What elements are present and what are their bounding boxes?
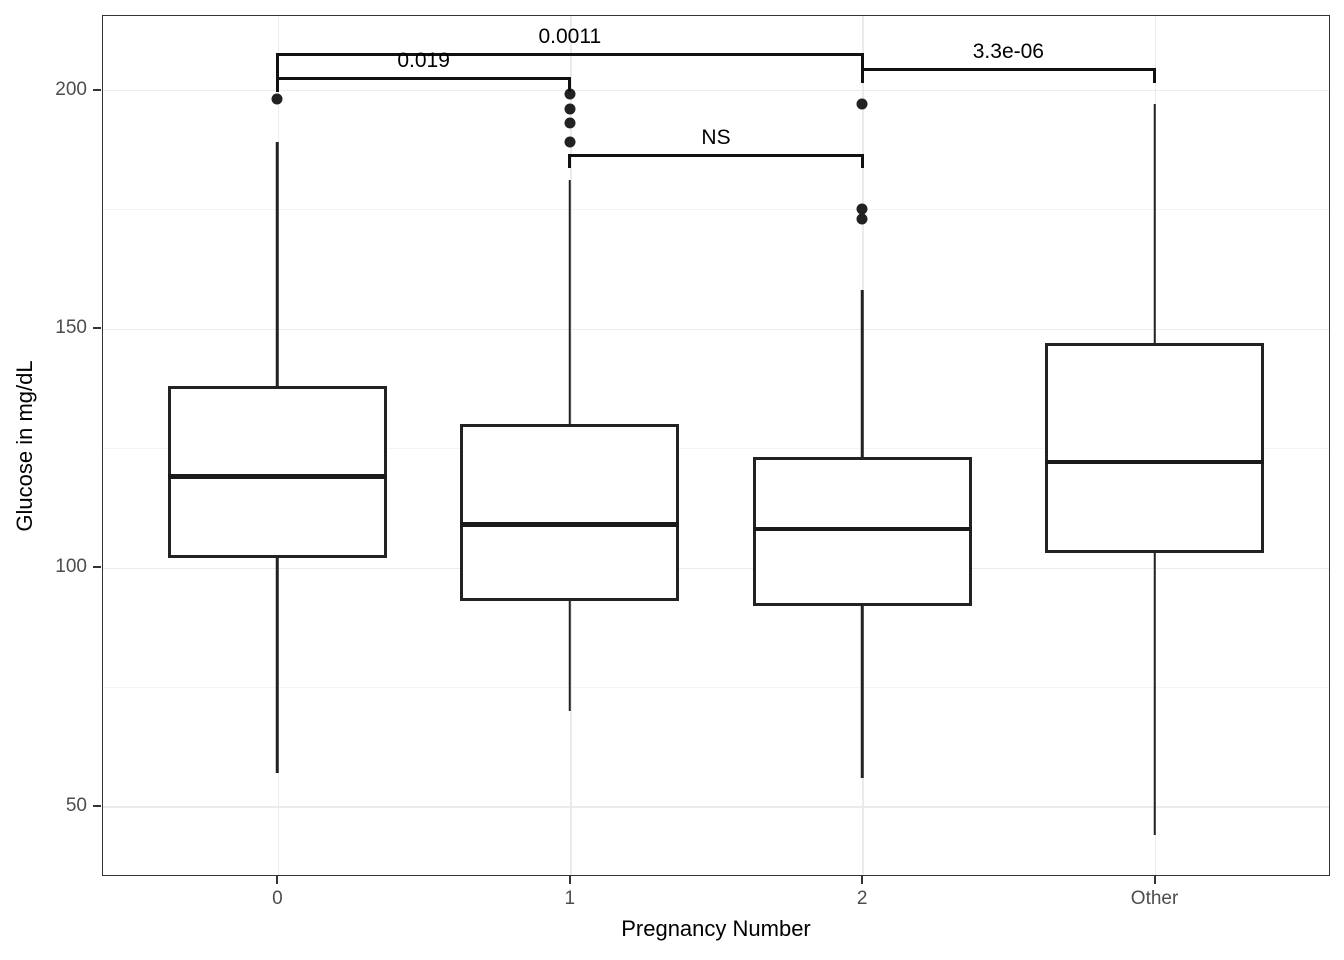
- outlier-dot-1-3: [564, 136, 576, 148]
- outlier-dot-2-1: [856, 203, 868, 215]
- outlier-dot-2-0: [856, 98, 868, 110]
- outlier-dot-1-2: [564, 117, 576, 129]
- outlier-dot-2-2: [856, 213, 868, 225]
- y-gridline-major-150: [103, 328, 1329, 331]
- box-0: [167, 385, 388, 558]
- x-tick-label-2: 2: [856, 888, 868, 909]
- box-2: [752, 457, 972, 606]
- y-axis-title: Glucose in mg/dL: [12, 359, 37, 532]
- y-tick-100: [93, 566, 101, 569]
- significance-bracket-NS: [568, 154, 864, 158]
- median-Other: [1044, 459, 1265, 465]
- whisker-lower-2: [860, 605, 864, 778]
- whisker-upper-0: [276, 142, 279, 386]
- x-tick-1: [568, 876, 571, 884]
- y-tick-200: [93, 88, 101, 91]
- y-gridline-major-50: [103, 806, 1329, 808]
- y-tick-label-150: 150: [55, 317, 87, 339]
- x-tick-label-0: 0: [272, 888, 283, 909]
- whisker-lower-1: [568, 600, 572, 711]
- outlier-dot-1-0: [564, 88, 576, 100]
- whisker-lower-Other: [1153, 553, 1156, 835]
- whisker-upper-Other: [1153, 103, 1156, 343]
- x-tick-2: [861, 876, 864, 884]
- box-Other: [1044, 342, 1265, 553]
- bracket-label-0: 0.019: [397, 49, 450, 73]
- bracket-tick-NS-a: [568, 154, 572, 169]
- whisker-lower-0: [276, 557, 279, 773]
- outlier-dot-0-0: [271, 93, 283, 105]
- x-tick-label-1: 1: [564, 888, 576, 909]
- bracket-tick-3.3e-06-b: [1153, 68, 1157, 83]
- y-tick-50: [93, 805, 101, 808]
- bracket-tick-0.0011-b: [860, 53, 864, 82]
- bracket-tick-NS-b: [860, 154, 864, 169]
- bracket-label-3: 3.3e-06: [972, 40, 1044, 64]
- box-1: [460, 423, 680, 601]
- bracket-label-2: NS: [701, 126, 731, 150]
- bracket-tick-0.0011-a: [275, 53, 279, 82]
- y-tick-label-200: 200: [55, 78, 87, 100]
- bracket-label-1: 0.0011: [538, 25, 602, 49]
- y-gridline-major-100: [103, 567, 1329, 570]
- outlier-dot-1-1: [564, 103, 576, 115]
- x-tick-Other: [1153, 876, 1156, 884]
- y-tick-150: [93, 327, 101, 330]
- y-gridline-major-200: [103, 89, 1329, 92]
- significance-bracket-0.0011: [275, 53, 864, 57]
- median-1: [460, 522, 680, 527]
- bracket-tick-0.019-b: [568, 77, 572, 92]
- y-gridline-minor-175: [103, 209, 1329, 211]
- bracket-tick-0.019-a: [275, 77, 279, 92]
- x-axis-title: Pregnancy Number: [621, 916, 811, 941]
- bracket-tick-3.3e-06-a: [860, 68, 864, 83]
- y-gridline-minor-75: [103, 687, 1329, 689]
- y-gridline-minor-125: [103, 448, 1329, 450]
- whisker-upper-2: [860, 290, 864, 458]
- whisker-upper-1: [568, 180, 572, 424]
- x-tick-0: [276, 876, 279, 884]
- median-0: [167, 474, 388, 479]
- y-tick-label-100: 100: [55, 556, 87, 578]
- x-tick-label-Other: Other: [1130, 888, 1179, 909]
- median-2: [752, 526, 972, 532]
- significance-bracket-3.3e-06: [860, 68, 1157, 72]
- significance-bracket-0.019: [275, 77, 572, 81]
- y-tick-label-50: 50: [65, 795, 87, 817]
